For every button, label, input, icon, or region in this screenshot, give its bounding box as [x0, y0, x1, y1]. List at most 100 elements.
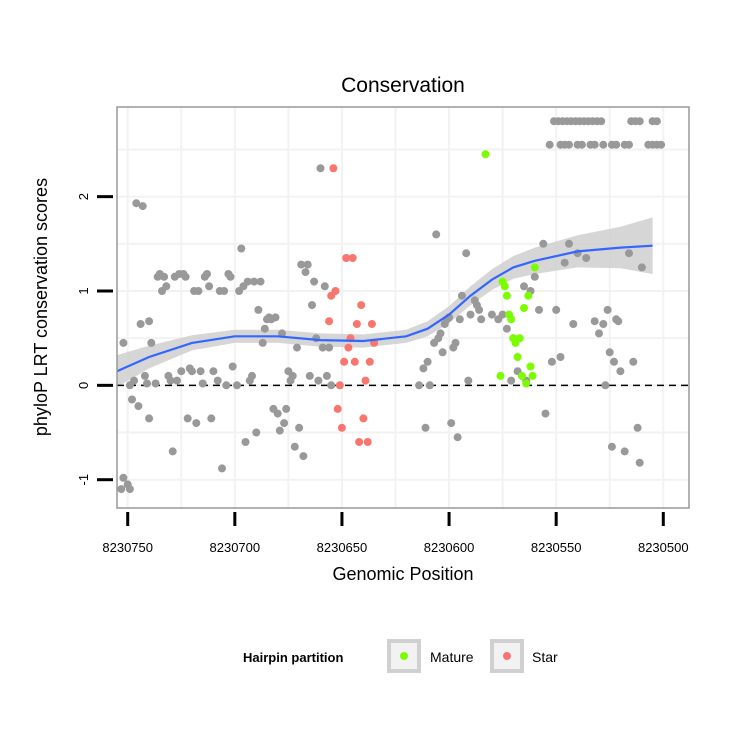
point-other: [633, 423, 642, 432]
y-tick-label: 0: [76, 382, 91, 389]
point-other: [635, 117, 644, 126]
point-other: [250, 277, 259, 286]
legend: Hairpin partition Mature Star: [243, 639, 558, 673]
point-other: [421, 423, 430, 432]
x-tick-label: 8230550: [531, 540, 582, 555]
point-star: [331, 287, 340, 295]
point-other: [132, 199, 141, 208]
point-other: [168, 447, 177, 456]
point-other: [599, 320, 608, 328]
point-other: [316, 164, 325, 173]
panel-frame: [116, 106, 690, 509]
point-star: [325, 317, 334, 326]
point-mature: [526, 362, 535, 371]
point-other: [275, 426, 284, 435]
point-other: [637, 263, 646, 272]
point-other: [205, 282, 214, 291]
point-star: [337, 423, 346, 432]
point-other: [173, 376, 181, 385]
point-other: [535, 305, 543, 314]
point-other: [545, 140, 554, 149]
point-mature: [496, 371, 505, 380]
point-other: [162, 282, 171, 291]
point-other: [322, 371, 331, 380]
point-other: [147, 338, 156, 347]
point-star: [359, 414, 368, 423]
y-axis: -1 0 1 2: [76, 193, 113, 485]
point-other: [415, 381, 424, 390]
point-other: [297, 260, 306, 269]
x-axis-title: Genomic Position: [332, 564, 473, 584]
x-tick-label: 8230700: [210, 540, 261, 555]
point-other: [213, 376, 222, 385]
point-other: [565, 239, 573, 248]
x-tick-label: 8230500: [638, 540, 689, 555]
point-mature: [507, 315, 516, 324]
point-other: [134, 402, 143, 411]
point-other: [220, 287, 229, 295]
point-other: [233, 381, 241, 390]
x-tick-label: 8230750: [102, 540, 153, 555]
point-other: [258, 338, 267, 347]
point-other: [301, 268, 310, 277]
legend-key-star: [490, 639, 524, 673]
smooth-trend-line: [116, 244, 653, 373]
point-other: [620, 447, 629, 456]
point-other: [466, 310, 475, 319]
point-other: [203, 270, 211, 278]
smooth-line: [116, 244, 653, 373]
legend-dot-star: [503, 652, 511, 660]
point-other: [254, 305, 263, 314]
point-star: [363, 438, 372, 446]
y-tick-label: 1: [76, 287, 91, 294]
point-other: [243, 277, 252, 286]
point-other: [597, 117, 606, 126]
point-other: [541, 409, 550, 418]
point-star: [355, 438, 364, 446]
legend-title: Hairpin partition: [243, 650, 343, 665]
point-other: [547, 357, 556, 366]
point-other: [222, 381, 231, 390]
legend-label-mature: Mature: [430, 649, 474, 665]
point-other: [475, 305, 484, 314]
point-other: [128, 395, 136, 404]
point-star: [348, 254, 357, 262]
point-star: [352, 320, 361, 328]
x-tick-label: 8230650: [317, 540, 368, 555]
point-star: [333, 404, 342, 413]
point-other: [610, 357, 618, 366]
point-other: [260, 324, 269, 333]
point-other: [282, 404, 291, 413]
point-mature: [517, 371, 526, 380]
confidence-band: [117, 217, 653, 388]
point-other: [293, 343, 301, 352]
point-other: [192, 419, 201, 428]
point-other: [194, 287, 203, 295]
point-other: [530, 272, 539, 281]
point-other: [140, 371, 149, 380]
point-other: [181, 272, 190, 281]
point-mature: [481, 150, 490, 159]
point-other: [166, 376, 175, 385]
point-other: [607, 442, 616, 451]
point-other: [177, 367, 186, 376]
point-other: [241, 438, 250, 446]
point-other: [560, 258, 569, 267]
point-other: [436, 329, 445, 338]
point-other: [590, 317, 599, 326]
point-star: [344, 343, 353, 352]
point-other: [138, 202, 147, 211]
point-other: [625, 140, 633, 149]
point-other: [151, 379, 160, 388]
point-other: [136, 320, 145, 328]
point-other: [305, 371, 314, 380]
point-star: [365, 357, 374, 366]
point-other: [582, 254, 591, 262]
point-other: [256, 277, 265, 286]
point-other: [226, 272, 235, 281]
point-other: [310, 277, 319, 286]
point-other: [657, 140, 666, 149]
point-mature: [515, 334, 524, 343]
point-other: [325, 343, 334, 352]
